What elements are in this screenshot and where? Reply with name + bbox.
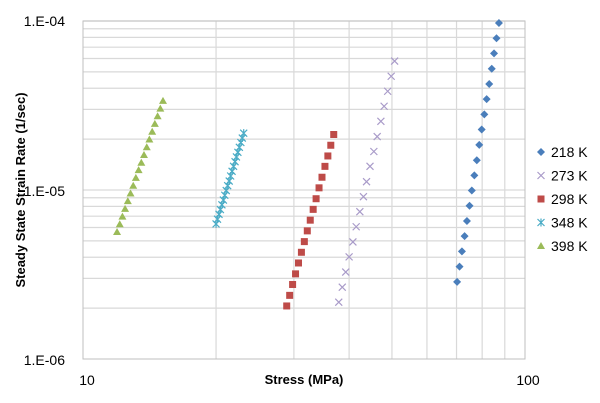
data-point <box>121 204 130 212</box>
legend-marker-icon <box>537 148 545 156</box>
data-point <box>480 110 489 119</box>
data-point <box>362 177 371 186</box>
legend-marker-icon <box>537 195 545 203</box>
data-point <box>142 143 151 151</box>
data-point <box>338 283 347 292</box>
data-point <box>334 298 343 307</box>
data-point <box>297 248 305 256</box>
x-axis-label: Stress (MPa) <box>265 372 344 387</box>
data-point <box>300 238 308 246</box>
data-point <box>485 79 494 88</box>
data-point <box>482 95 491 104</box>
data-point <box>126 189 135 197</box>
data-point <box>321 162 329 170</box>
data-point <box>129 181 138 189</box>
data-point <box>131 173 140 181</box>
data-point <box>492 34 501 43</box>
data-point <box>373 132 382 141</box>
data-point <box>487 64 496 73</box>
legend-label: 348 K <box>551 215 588 231</box>
x-tick-label: 100 <box>516 372 540 388</box>
data-point <box>465 201 474 210</box>
data-point <box>312 195 320 203</box>
data-point <box>115 220 124 228</box>
data-point <box>352 222 361 231</box>
data-point <box>123 197 132 205</box>
legend-label: 218 K <box>551 144 588 160</box>
y-tick-label: 1.E-05 <box>24 183 65 199</box>
data-point <box>453 277 462 286</box>
data-point <box>462 216 471 225</box>
data-point <box>309 205 317 213</box>
legend-marker-icon <box>537 218 545 227</box>
data-point <box>225 177 234 186</box>
data-point <box>303 227 311 235</box>
data-point <box>457 247 466 256</box>
data-point <box>306 216 314 224</box>
y-axis-label: Steady State Strain Rate (1/sec) <box>13 92 28 287</box>
data-point <box>327 141 335 149</box>
data-point <box>113 228 122 236</box>
data-point <box>330 131 338 139</box>
data-point <box>345 252 354 261</box>
data-point <box>472 156 481 165</box>
data-point <box>289 280 297 288</box>
data-point <box>315 184 323 192</box>
data-point <box>348 237 357 246</box>
data-point <box>494 19 503 28</box>
data-point <box>137 158 146 166</box>
legend-label: 298 K <box>551 191 588 207</box>
data-point <box>158 96 167 104</box>
data-point <box>477 125 486 134</box>
y-tick-label: 1.E-06 <box>24 352 65 368</box>
x-tick-label: 10 <box>79 372 95 388</box>
data-point <box>153 112 162 120</box>
plot-area <box>82 20 526 360</box>
data-point <box>475 140 484 149</box>
data-point <box>134 166 143 174</box>
data-point <box>283 302 291 310</box>
data-point <box>156 104 165 112</box>
legend-marker-icon <box>537 242 545 249</box>
legend: 218 K 273 K 298 K 348 K 398 K <box>537 144 588 254</box>
data-points <box>113 19 503 310</box>
data-point <box>292 270 300 278</box>
data-point <box>467 186 476 195</box>
data-point <box>233 148 242 157</box>
data-point <box>324 152 332 160</box>
gridlines <box>83 20 525 359</box>
data-point <box>460 232 469 241</box>
data-point <box>318 173 326 181</box>
data-point <box>139 151 148 159</box>
data-point <box>376 117 385 126</box>
legend-marker-icon <box>537 171 545 180</box>
data-point <box>145 135 154 143</box>
legend-label: 398 K <box>551 238 588 254</box>
data-point <box>455 262 464 271</box>
legend-label: 273 K <box>551 168 588 184</box>
data-point <box>355 207 364 216</box>
data-point <box>118 212 127 220</box>
data-point <box>150 119 159 127</box>
data-point <box>148 127 157 135</box>
data-point <box>295 259 303 267</box>
data-point <box>470 171 479 180</box>
data-point <box>380 102 389 111</box>
data-point <box>239 129 248 138</box>
data-point <box>387 72 396 81</box>
data-point <box>490 49 499 58</box>
data-point <box>383 87 392 96</box>
y-tick-label: 1.E-04 <box>24 13 65 29</box>
data-point <box>359 192 368 201</box>
data-point <box>369 147 378 156</box>
data-point <box>341 268 350 276</box>
data-point <box>366 162 374 171</box>
data-point <box>390 57 399 66</box>
data-point <box>286 291 294 299</box>
